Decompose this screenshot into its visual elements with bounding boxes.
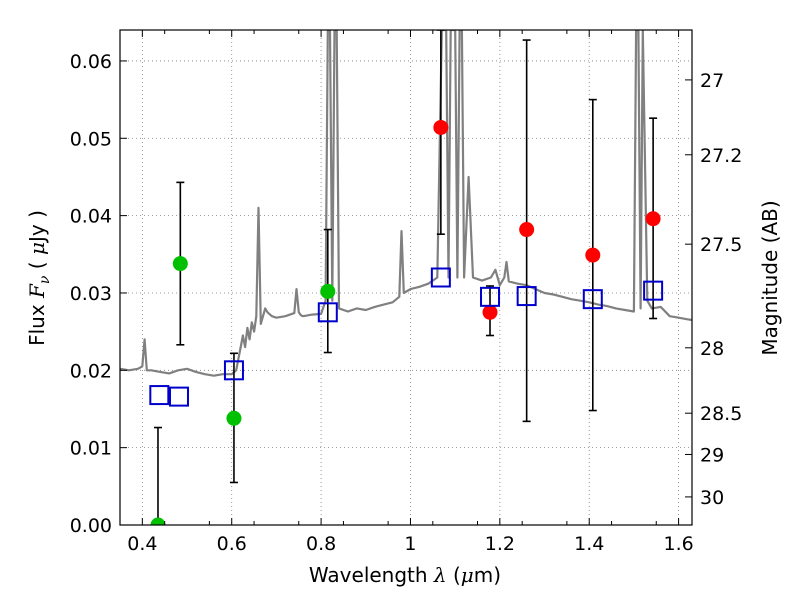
right-axis-title: Magnitude (AB) — [758, 200, 782, 355]
point-layer — [150, 119, 661, 525]
right-tick-label: 30 — [700, 487, 724, 509]
spectrum-line — [120, 30, 692, 377]
right-tick-label: 27.2 — [700, 145, 742, 167]
red-data-point — [645, 211, 661, 227]
red-data-point — [519, 222, 535, 238]
x-tick-label: 0.6 — [217, 533, 247, 555]
model-square — [643, 280, 664, 301]
y-tick-label: 0.02 — [70, 360, 112, 382]
model-square-layer — [149, 267, 664, 407]
green-data-point — [172, 256, 188, 272]
y-tick-label: 0.05 — [70, 128, 112, 150]
green-data-point — [150, 517, 166, 525]
x-tick-label: 0.4 — [127, 533, 157, 555]
y-tick-label: 0.01 — [70, 438, 112, 460]
green-data-point — [320, 283, 336, 299]
x-tick-label: 1.2 — [485, 533, 515, 555]
model-square — [430, 267, 451, 288]
model-square — [480, 286, 501, 307]
y-tick-label: 0.06 — [70, 51, 112, 73]
y-tick-label: 0.03 — [70, 283, 112, 305]
x-tick-label: 1 — [404, 533, 416, 555]
right-tick-label: 27.5 — [700, 234, 742, 256]
model-square — [516, 286, 537, 307]
spectrum-layer — [120, 30, 692, 377]
right-tick-label: 29 — [700, 444, 724, 466]
right-tick-label: 28 — [700, 338, 724, 360]
right-tick-label: 28.5 — [700, 403, 742, 425]
model-square — [149, 385, 170, 406]
model-square — [582, 289, 603, 310]
model-square — [168, 386, 189, 407]
x-tick-label: 0.8 — [306, 533, 336, 555]
tick-label-layer: 0.4 0.6 0.8 1 1.2 1.4 1.6 0.00 0.01 0.02 0.03 0.04 0… — [70, 51, 743, 555]
model-square — [317, 302, 338, 323]
y-tick-label: 0.04 — [70, 206, 112, 228]
model-square — [223, 360, 244, 381]
x-tick-label: 1.4 — [574, 533, 604, 555]
red-data-point — [585, 247, 601, 263]
x-tick-label: 1.6 — [663, 533, 693, 555]
right-tick-label: 27 — [700, 70, 724, 92]
y-tick-label: 0.00 — [70, 515, 112, 537]
red-data-point — [482, 304, 498, 320]
tick-layer — [120, 30, 692, 526]
red-data-point — [433, 119, 449, 135]
green-data-point — [226, 410, 242, 426]
x-axis-title: Wavelength λ (μm) — [309, 563, 501, 587]
plot-frame — [119, 29, 693, 526]
